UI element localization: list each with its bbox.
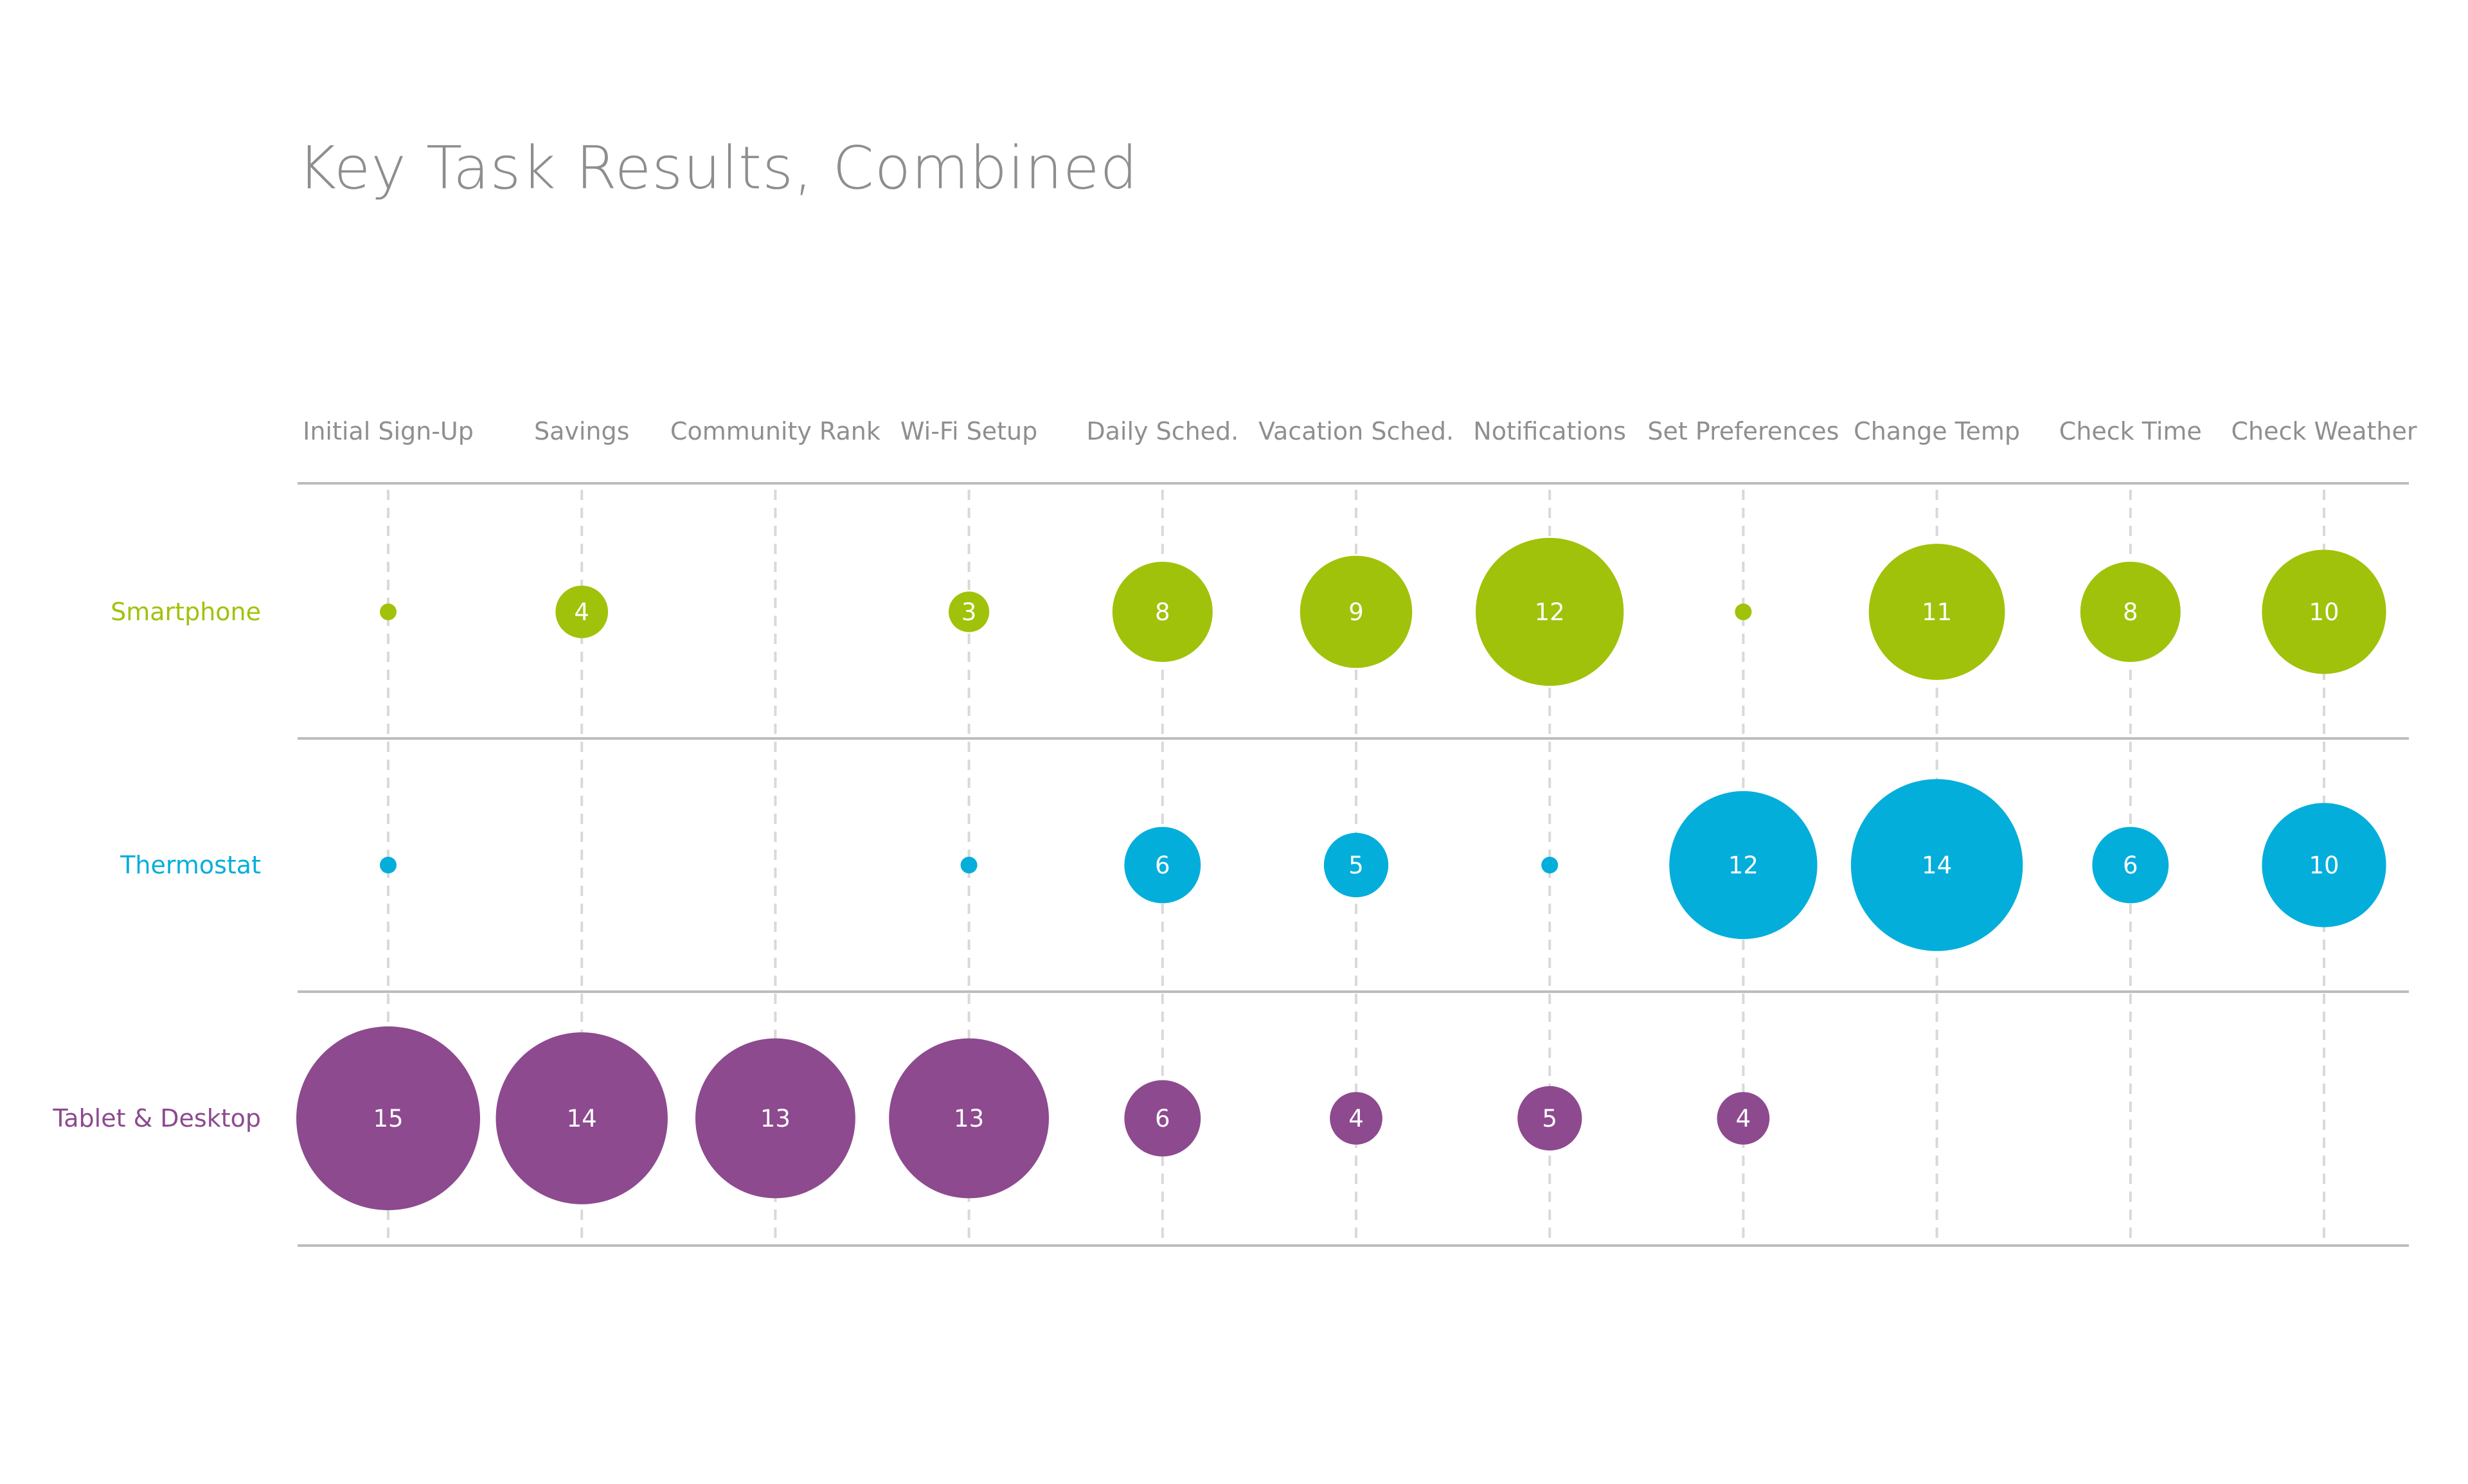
row-labels: Smartphone Thermostat Tablet & Desktop xyxy=(52,598,261,1132)
series-label: Smartphone xyxy=(111,598,261,626)
bubble xyxy=(1476,537,1624,686)
bubble-value-label: 4 xyxy=(574,598,589,626)
category-labels: Initial Sign-Up Savings Community Rank Wi-F… xyxy=(303,417,2417,445)
bubble-value-label: 9 xyxy=(1348,598,1364,626)
bubble-value-label: 13 xyxy=(954,1105,984,1132)
bubble-value-label: 5 xyxy=(1348,852,1364,879)
bubble-value-label: 11 xyxy=(1922,598,1952,626)
bubble xyxy=(1735,603,1752,620)
bubble xyxy=(380,603,397,620)
category-label: Change Temp xyxy=(1854,417,2020,445)
bubble-value-label: 10 xyxy=(2309,852,2339,879)
series-label: Thermostat xyxy=(120,851,261,879)
category-label: Wi-Fi Setup xyxy=(900,417,1037,445)
bubble xyxy=(2092,827,2169,904)
bubble xyxy=(960,857,978,873)
bubble xyxy=(889,1038,1050,1199)
bubble xyxy=(2262,803,2386,927)
bubble xyxy=(1541,857,1559,873)
chart-title: Key Task Results, Combined xyxy=(298,134,1138,202)
bubble xyxy=(1669,791,1818,940)
series-label: Tablet & Desktop xyxy=(52,1104,261,1132)
bubble-value-label: 6 xyxy=(1155,1105,1170,1132)
category-label: Vacation Sched. xyxy=(1258,417,1454,445)
bubble xyxy=(1300,555,1413,668)
bubble xyxy=(1517,1086,1582,1151)
bubble xyxy=(2262,550,2386,674)
bubble-value-label: 12 xyxy=(1728,852,1758,879)
bubble xyxy=(496,1032,668,1204)
bubble xyxy=(2080,562,2181,662)
bubble-value-label: 15 xyxy=(373,1105,403,1132)
category-label: Check Weather xyxy=(2231,417,2417,445)
bubble xyxy=(1112,562,1213,662)
category-label: Check Time xyxy=(2059,417,2202,445)
bubble xyxy=(1717,1092,1770,1145)
bubble-value-label: 8 xyxy=(2123,598,2138,626)
category-label: Savings xyxy=(534,417,629,445)
category-label: Set Preferences xyxy=(1647,417,1839,445)
bubble-value-label: 3 xyxy=(961,598,977,626)
bubble xyxy=(380,857,397,873)
bubble xyxy=(1330,1092,1382,1145)
bubble xyxy=(949,591,990,632)
bubble-value-label: 14 xyxy=(1922,852,1952,879)
category-label: Notifications xyxy=(1473,417,1626,445)
bubble-value-label: 4 xyxy=(1348,1105,1364,1132)
bubble xyxy=(296,1026,480,1210)
bubble-value-label: 4 xyxy=(1736,1105,1751,1132)
bubble-value-label: 10 xyxy=(2309,598,2339,626)
bubble xyxy=(1124,827,1201,904)
bubble-layer: 4 3 8 9 12 11 8 10 6 5 12 14 6 10 15 14 13 13 6 4 5 4 xyxy=(296,537,2386,1210)
bubble xyxy=(555,586,609,638)
bubble-value-label: 13 xyxy=(760,1105,791,1132)
bubble xyxy=(1868,544,2005,680)
grid-layer xyxy=(298,482,2409,1247)
bubble-value-label: 14 xyxy=(567,1105,597,1132)
bubble xyxy=(1850,779,2023,951)
bubble xyxy=(695,1038,855,1199)
bubble-value-label: 12 xyxy=(1535,598,1565,626)
bubble xyxy=(1323,832,1389,898)
bubble-value-label: 6 xyxy=(1155,852,1170,879)
category-label: Daily Sched. xyxy=(1086,417,1238,445)
category-label: Community Rank xyxy=(670,417,881,445)
category-label: Initial Sign-Up xyxy=(303,417,474,445)
bubble-value-label: 5 xyxy=(1542,1105,1557,1132)
bubble xyxy=(1124,1080,1201,1157)
bubble-value-label: 8 xyxy=(1155,598,1170,626)
bubble-value-label: 6 xyxy=(2123,852,2138,879)
